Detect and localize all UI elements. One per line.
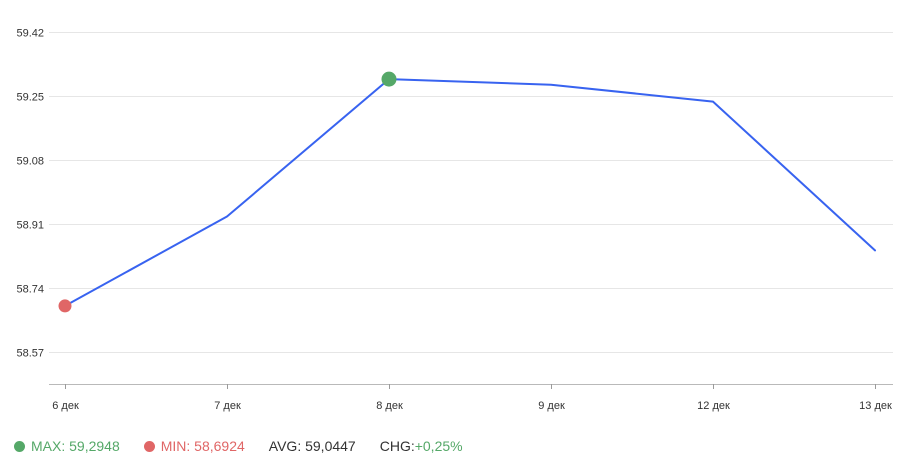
legend-max: MAX: 59,2948 (14, 438, 120, 454)
legend-chg-value: +0,25% (414, 438, 463, 454)
x-tick-label: 12 дек (697, 400, 730, 412)
y-tick-label: 58.57 (16, 348, 44, 360)
legend-chg: CHG: +0,25% (380, 438, 463, 454)
chart-canvas: 58.57 58.74 58.91 59.08 59.25 59.42 6 дек 7 дек… (16, 28, 893, 412)
y-tick-label: 58.74 (16, 284, 44, 296)
y-tick-label: 59.25 (16, 92, 44, 104)
legend-avg-label: AVG: 59,0447 (268, 438, 356, 454)
y-tick-label: 58.91 (16, 220, 44, 232)
max-point-marker (381, 71, 397, 87)
legend-max-label: MAX: 59,2948 (31, 438, 120, 454)
x-tick-label: 7 дек (214, 400, 241, 412)
legend-min-label: MIN: 58,6924 (160, 438, 245, 454)
series-line (64, 78, 876, 307)
y-tick-label: 59.42 (16, 28, 44, 40)
x-tick-label: 13 дек (859, 400, 892, 412)
legend-chg-label: CHG: (379, 438, 415, 454)
legend-avg: AVG: 59,0447 (269, 438, 356, 454)
line-chart: 58.57 58.74 58.91 59.08 59.25 59.42 6 дек 7 дек… (16, 28, 893, 412)
x-tick-label: 9 дек (538, 400, 565, 412)
min-point-marker (58, 299, 72, 313)
min-marker-icon (143, 440, 155, 452)
chart-legend: MAX: 59,2948 MIN: 58,6924 AVG: 59,0447 C… (14, 437, 487, 455)
y-tick-label: 59.08 (16, 156, 44, 168)
x-tick-label: 8 дек (376, 400, 403, 412)
max-marker-icon (14, 440, 25, 452)
x-tick-label: 6 дек (52, 400, 79, 412)
legend-min: MIN: 58,6924 (143, 438, 245, 454)
